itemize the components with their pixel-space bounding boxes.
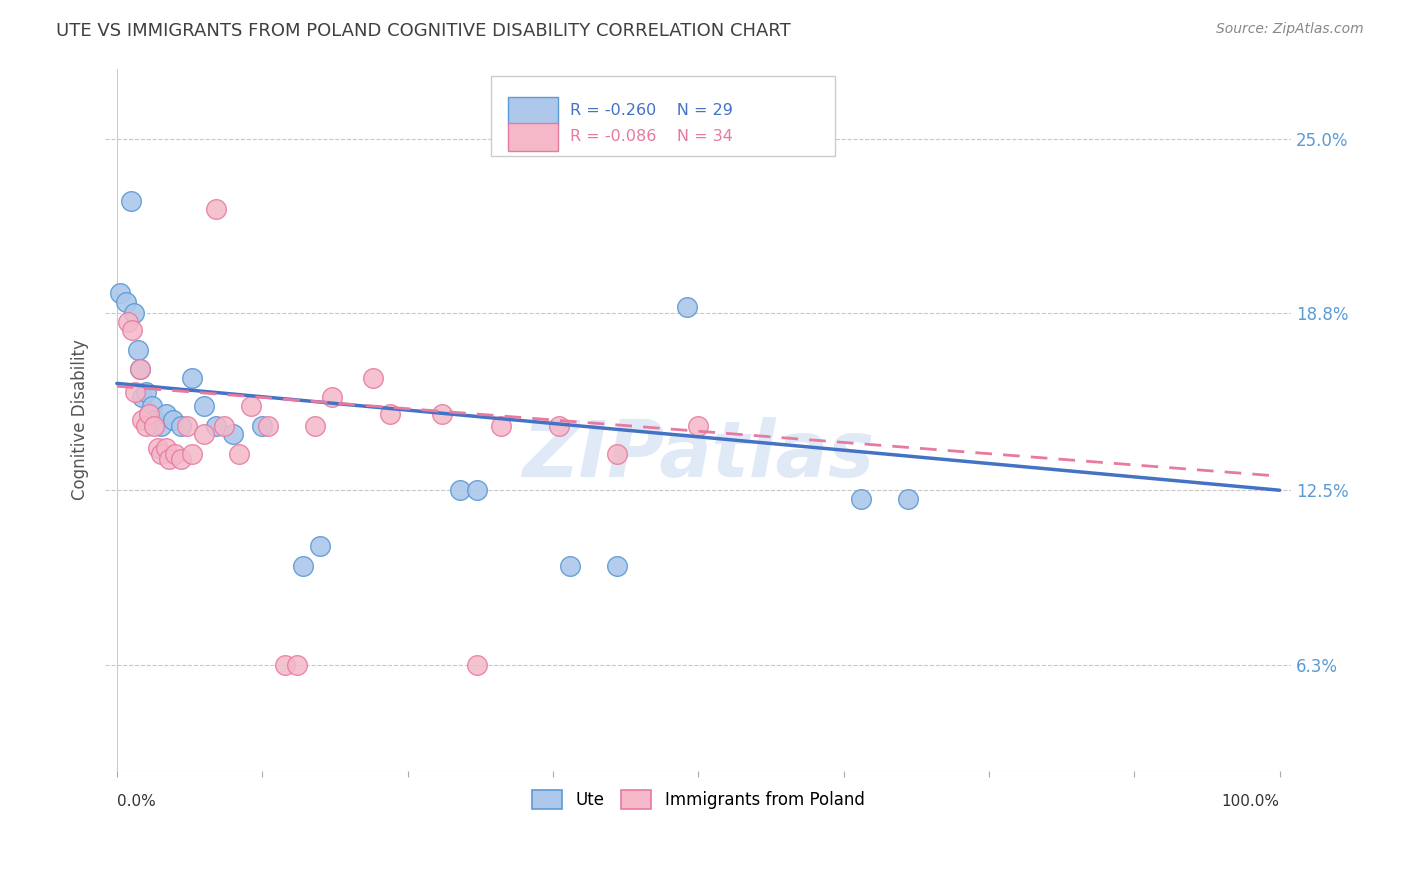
Point [135,384,157,399]
Point [138,407,160,421]
Point [489,418,512,433]
Text: Source: ZipAtlas.com: Source: ZipAtlas.com [1216,22,1364,37]
Point [432,407,454,421]
FancyBboxPatch shape [509,96,558,125]
Point [146,441,169,455]
Point [378,407,401,421]
Point [135,418,157,433]
Text: UTE VS IMMIGRANTS FROM POLAND COGNITIVE DISABILITY CORRELATION CHART: UTE VS IMMIGRANTS FROM POLAND COGNITIVE … [56,22,792,40]
Point [465,483,488,498]
Point [361,371,384,385]
Point [155,407,177,421]
Point [170,418,193,433]
Point [285,657,308,672]
Point [204,418,226,433]
Point [250,418,273,433]
Point [120,194,142,208]
Point [150,418,173,433]
Text: R = -0.260    N = 29: R = -0.260 N = 29 [571,103,733,119]
Point [274,657,297,672]
Point [176,418,198,433]
Point [449,483,471,498]
Point [193,399,215,413]
Point [212,418,235,433]
Point [309,540,332,554]
Point [163,447,186,461]
Text: R = -0.086    N = 34: R = -0.086 N = 34 [571,129,733,145]
Point [193,427,215,442]
Point [170,452,193,467]
Point [138,407,160,421]
Point [131,413,153,427]
Point [304,418,326,433]
Point [121,323,143,337]
Point [849,491,872,506]
Point [127,343,149,357]
Point [141,399,163,413]
Point [115,294,138,309]
Point [143,413,166,427]
Y-axis label: Cognitive Disability: Cognitive Disability [72,340,89,500]
Text: 0.0%: 0.0% [117,794,156,809]
Text: ZIPatlas: ZIPatlas [522,417,875,493]
Point [143,418,166,433]
Text: 100.0%: 100.0% [1222,794,1279,809]
Point [606,559,628,574]
Point [547,418,569,433]
Point [181,447,204,461]
Point [675,301,697,315]
Point [560,559,582,574]
Point [129,362,152,376]
FancyBboxPatch shape [491,76,835,156]
Point [124,306,146,320]
Point [181,371,204,385]
Point [465,657,488,672]
Point [129,362,152,376]
Point [204,202,226,216]
Legend: Ute, Immigrants from Poland: Ute, Immigrants from Poland [526,783,872,816]
Point [155,441,177,455]
FancyBboxPatch shape [509,122,558,151]
Point [117,314,139,328]
Point [110,286,132,301]
Point [257,418,280,433]
Point [291,559,314,574]
Point [157,452,180,467]
Point [222,427,245,442]
Point [150,447,173,461]
Point [124,384,146,399]
Point [897,491,920,506]
Point [688,418,710,433]
Point [239,399,262,413]
Point [606,447,628,461]
Point [131,391,153,405]
Point [162,413,184,427]
Point [321,391,343,405]
Point [228,447,250,461]
